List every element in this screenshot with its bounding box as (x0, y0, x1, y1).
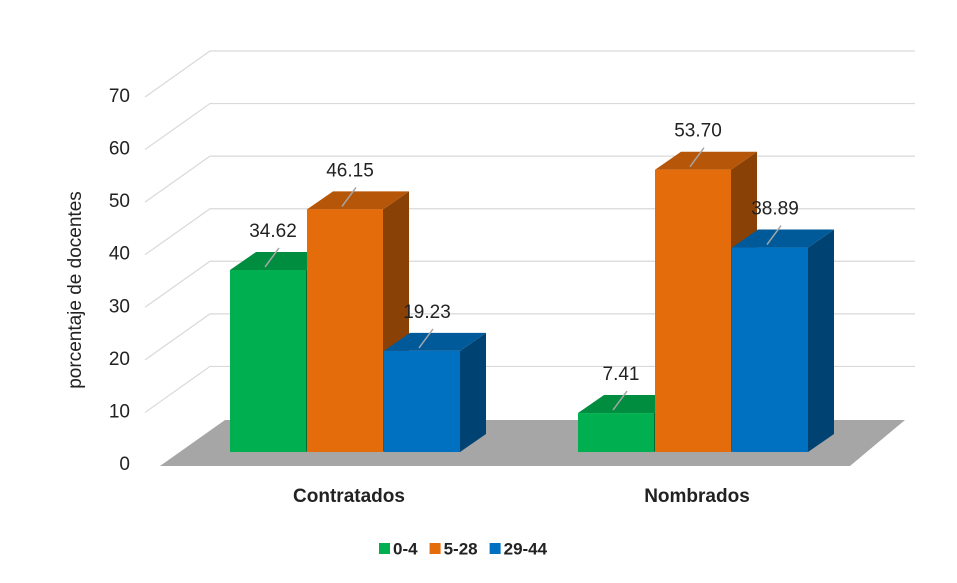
x-tick-label: Contratados (293, 486, 405, 507)
y-tick-label: 0 (119, 454, 130, 475)
y-tick-label: 30 (109, 296, 130, 317)
value-label: 38.89 (751, 199, 799, 220)
value-label: 34.62 (249, 221, 297, 242)
legend-label: 0-4 (393, 539, 418, 558)
leader-line (612, 390, 628, 411)
bar-front (307, 209, 383, 452)
bar-top (578, 395, 680, 414)
bar-front (230, 269, 306, 452)
bar (384, 332, 486, 452)
bar-top (307, 191, 409, 210)
legend-swatch (379, 543, 390, 554)
y-tick-label: 20 (109, 349, 130, 370)
bar-top (230, 251, 332, 270)
value-label: 46.15 (326, 160, 374, 181)
y-axis-label: porcentaje de docentes (65, 191, 86, 389)
x-tick-label: Nombrados (644, 486, 750, 507)
legend-swatch (429, 543, 441, 554)
leader-line (341, 186, 357, 207)
grid-line (144, 102, 915, 151)
legend-label: 29-44 (504, 539, 548, 558)
y-tick-label: 50 (109, 191, 130, 212)
bar-side (808, 229, 834, 452)
bar-front (732, 247, 808, 452)
y-tick-label: 60 (109, 139, 130, 160)
value-label: 53.70 (674, 121, 722, 142)
value-label: 19.23 (403, 302, 451, 323)
y-tick-label: 70 (109, 86, 130, 107)
y-tick-label: 40 (109, 244, 130, 265)
bar-front (384, 350, 460, 452)
bar-front (655, 169, 731, 453)
legend: 0-4 5-28 29-44 (379, 539, 548, 558)
grid-line (144, 50, 915, 98)
bar-side (460, 332, 486, 452)
bar-top (732, 229, 834, 248)
leader-line (689, 147, 705, 168)
y-tick-label: 10 (109, 401, 130, 422)
leader-line (766, 225, 782, 245)
value-label: 7.41 (603, 364, 640, 385)
leader-line (418, 328, 434, 349)
bar (732, 229, 834, 452)
bar-top (384, 332, 486, 351)
leader-line (264, 247, 280, 268)
legend-swatch (489, 543, 501, 554)
bar-front (578, 413, 654, 452)
bar-top (655, 151, 757, 170)
legend-label: 5-28 (444, 539, 478, 558)
